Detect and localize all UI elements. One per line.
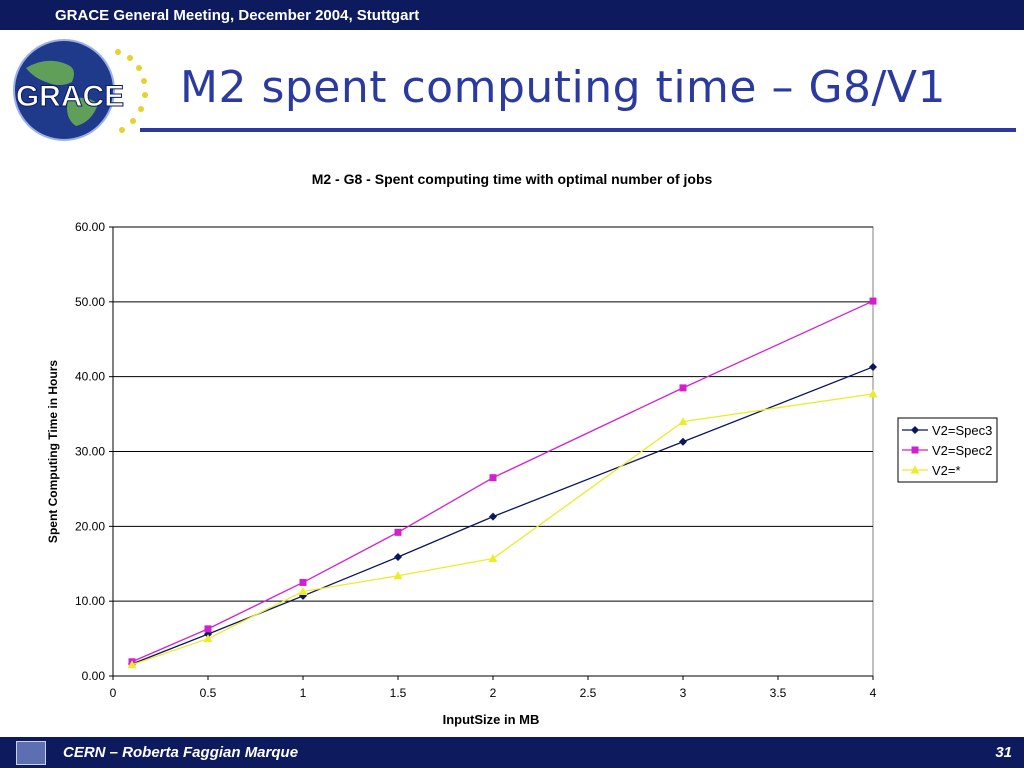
footer-bar: CERN – Roberta Faggian Marque 31 xyxy=(0,737,1024,768)
x-tick-label: 3 xyxy=(680,686,687,700)
y-tick-label: 40.00 xyxy=(75,370,105,384)
header-bar: GRACE General Meeting, December 2004, St… xyxy=(0,0,1024,30)
legend-marker xyxy=(911,446,919,454)
x-tick-label: 2 xyxy=(490,686,497,700)
data-point xyxy=(394,528,402,536)
data-point xyxy=(393,571,403,580)
cern-logo-icon xyxy=(16,741,46,765)
logo-text: GRACE xyxy=(16,80,124,113)
x-tick-label: 4 xyxy=(870,686,877,700)
grace-logo: GRACE xyxy=(13,39,148,141)
page-number: 31 xyxy=(995,744,1012,761)
data-point xyxy=(868,389,878,398)
data-point xyxy=(488,554,498,563)
y-tick-label: 10.00 xyxy=(75,594,105,608)
legend-label: V2=* xyxy=(932,463,961,478)
title-divider xyxy=(140,128,1016,132)
y-tick-label: 50.00 xyxy=(75,295,105,309)
y-tick-label: 30.00 xyxy=(75,445,105,459)
data-point xyxy=(127,660,137,669)
x-tick-label: 3.5 xyxy=(770,686,787,700)
x-tick-label: 1.5 xyxy=(390,686,407,700)
x-tick-label: 0 xyxy=(110,686,117,700)
meeting-title: GRACE General Meeting, December 2004, St… xyxy=(55,7,420,24)
legend-label: V2=Spec3 xyxy=(932,423,992,438)
y-axis-title: Spent Computing Time in Hours xyxy=(46,360,60,543)
y-tick-label: 0.00 xyxy=(82,669,106,683)
legend-label: V2=Spec2 xyxy=(932,443,992,458)
data-point xyxy=(869,362,877,371)
data-point xyxy=(489,474,497,482)
data-point xyxy=(679,384,687,392)
data-point xyxy=(204,625,212,633)
y-tick-label: 20.00 xyxy=(75,519,105,533)
slide-title: M2 spent computing time – G8/V1 xyxy=(180,62,946,113)
data-point xyxy=(203,634,213,643)
data-point xyxy=(489,512,497,521)
legend-marker xyxy=(910,465,920,474)
x-tick-label: 1 xyxy=(300,686,307,700)
data-point xyxy=(678,417,688,426)
data-point xyxy=(299,578,307,586)
legend-marker xyxy=(911,426,919,434)
x-tick-label: 0.5 xyxy=(200,686,217,700)
data-point xyxy=(679,437,687,446)
y-tick-label: 60.00 xyxy=(75,220,105,234)
chart-title: M2 - G8 - Spent computing time with opti… xyxy=(311,171,713,187)
footer-author: CERN – Roberta Faggian Marque xyxy=(63,744,299,761)
data-point xyxy=(394,553,402,562)
data-point xyxy=(298,586,308,595)
x-tick-label: 2.5 xyxy=(580,686,597,700)
data-point xyxy=(869,297,877,305)
x-axis-title: InputSize in MB xyxy=(443,712,540,727)
